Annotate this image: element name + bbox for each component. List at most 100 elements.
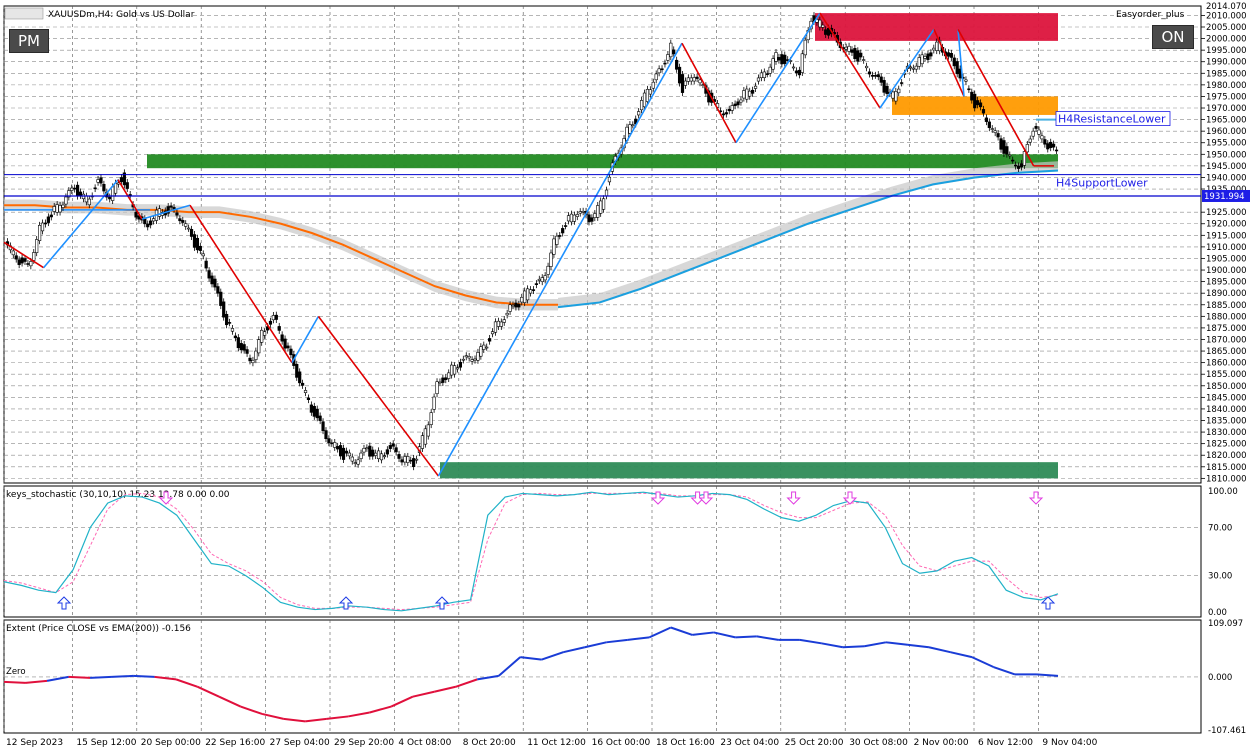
extent-positive-segment bbox=[477, 674, 499, 681]
candle-body bbox=[143, 218, 147, 225]
candle-body bbox=[306, 397, 311, 400]
extent-positive-segment bbox=[627, 636, 650, 641]
candle-body bbox=[578, 211, 582, 214]
candle-body bbox=[862, 59, 866, 61]
y-tick-label: 1965.000 bbox=[1206, 116, 1247, 126]
zigzag-down-segment bbox=[117, 179, 143, 220]
y-tick-label: 1855.000 bbox=[1206, 370, 1247, 380]
candle-body bbox=[239, 343, 243, 351]
support-zone bbox=[440, 462, 1058, 479]
candle-body bbox=[891, 91, 895, 99]
candle-body bbox=[1016, 165, 1021, 169]
candle-body bbox=[897, 88, 901, 94]
candle-body bbox=[558, 235, 562, 237]
candle-body bbox=[669, 42, 673, 58]
candle-body bbox=[946, 52, 951, 57]
y-tick-label: 1940.000 bbox=[1206, 173, 1247, 183]
candle-body bbox=[157, 208, 162, 217]
on-button[interactable]: ON bbox=[1152, 25, 1194, 49]
candle-body bbox=[420, 435, 425, 449]
extent-negative-segment bbox=[390, 695, 414, 708]
y-tick-label: 1840.000 bbox=[1206, 405, 1247, 415]
candle-body bbox=[686, 77, 690, 82]
candle-body bbox=[990, 128, 994, 130]
extent-positive-segment bbox=[821, 642, 844, 649]
candle-body bbox=[412, 458, 416, 468]
zigzag-down-segment bbox=[317, 315, 440, 477]
candle-body bbox=[248, 357, 252, 362]
candle-body bbox=[87, 198, 91, 206]
y-tick-label: 1860.000 bbox=[1206, 359, 1247, 369]
candle-body bbox=[1040, 135, 1044, 140]
candle-body bbox=[955, 61, 959, 75]
extent-positive-segment bbox=[971, 656, 994, 668]
y-tick-label: 1970.000 bbox=[1206, 104, 1247, 114]
candle-body bbox=[49, 214, 53, 218]
stochastic-panel-frame bbox=[3, 485, 1202, 618]
y-tick-label: 1905.000 bbox=[1206, 254, 1247, 264]
candle-body bbox=[543, 275, 547, 281]
arrow-down-icon bbox=[786, 491, 801, 505]
extent-negative-segment bbox=[433, 685, 456, 693]
candle-body bbox=[753, 85, 758, 89]
y-tick-label: 1895.000 bbox=[1206, 278, 1247, 288]
candle-body bbox=[388, 445, 392, 449]
pm-button[interactable]: PM bbox=[9, 29, 49, 53]
zigzag-down-segment bbox=[957, 28, 1035, 167]
candle-body bbox=[645, 89, 650, 102]
ema-ribbon bbox=[4, 161, 1058, 311]
candle-body bbox=[765, 73, 769, 75]
candle-body bbox=[67, 190, 71, 198]
candle-body bbox=[774, 52, 778, 62]
candle-body bbox=[549, 252, 553, 267]
candle-body bbox=[341, 447, 346, 460]
candle-body bbox=[1002, 140, 1006, 154]
candle-body bbox=[803, 39, 807, 56]
candle-body bbox=[32, 252, 36, 261]
candle-body bbox=[403, 456, 407, 463]
candle-body bbox=[125, 182, 129, 189]
candle-body bbox=[344, 450, 349, 454]
candle-body bbox=[751, 89, 755, 94]
candle-body bbox=[55, 204, 59, 213]
y-tick-label: 1980.000 bbox=[1206, 81, 1247, 91]
zigzag-down-segment bbox=[3, 241, 45, 269]
candle-body bbox=[689, 77, 693, 82]
candle-body bbox=[260, 329, 264, 343]
candle-body bbox=[286, 345, 290, 349]
candle-body bbox=[321, 421, 325, 431]
y-tick-label: 1985.000 bbox=[1206, 69, 1247, 79]
candle-body bbox=[976, 100, 980, 106]
candle-body bbox=[818, 19, 822, 28]
candle-body bbox=[371, 449, 375, 457]
candle-body bbox=[1022, 151, 1026, 166]
extent-positive-segment bbox=[692, 631, 714, 636]
candle-body bbox=[207, 270, 211, 279]
extent-positive-segment bbox=[111, 674, 134, 678]
extent-negative-segment bbox=[197, 685, 220, 698]
candle-body bbox=[853, 48, 857, 59]
candle-body bbox=[198, 245, 202, 251]
candle-body bbox=[476, 352, 480, 361]
candle-body bbox=[864, 65, 869, 69]
candle-body bbox=[692, 77, 696, 82]
arrow-up-icon bbox=[56, 596, 72, 610]
candle-body bbox=[14, 255, 18, 260]
extent-zero-label: Zero bbox=[6, 667, 26, 677]
candle-body bbox=[575, 214, 579, 217]
candle-body bbox=[882, 80, 886, 93]
y-tick-label: 1890.000 bbox=[1206, 289, 1247, 299]
candle-body bbox=[149, 220, 153, 226]
candle-body bbox=[23, 258, 27, 262]
candle-body bbox=[432, 396, 436, 410]
candle-body bbox=[657, 68, 661, 74]
extent-negative-segment bbox=[218, 695, 242, 708]
arrow-up-icon bbox=[1040, 596, 1056, 610]
extent-positive-segment bbox=[498, 656, 521, 677]
candle-body bbox=[1049, 141, 1053, 148]
x-tick-label: 20 Sep 00:00 bbox=[141, 738, 201, 748]
extent-positive-segment bbox=[756, 635, 779, 641]
candle-body bbox=[1046, 143, 1050, 150]
stoch-y-label: 100.00 bbox=[1208, 487, 1238, 497]
